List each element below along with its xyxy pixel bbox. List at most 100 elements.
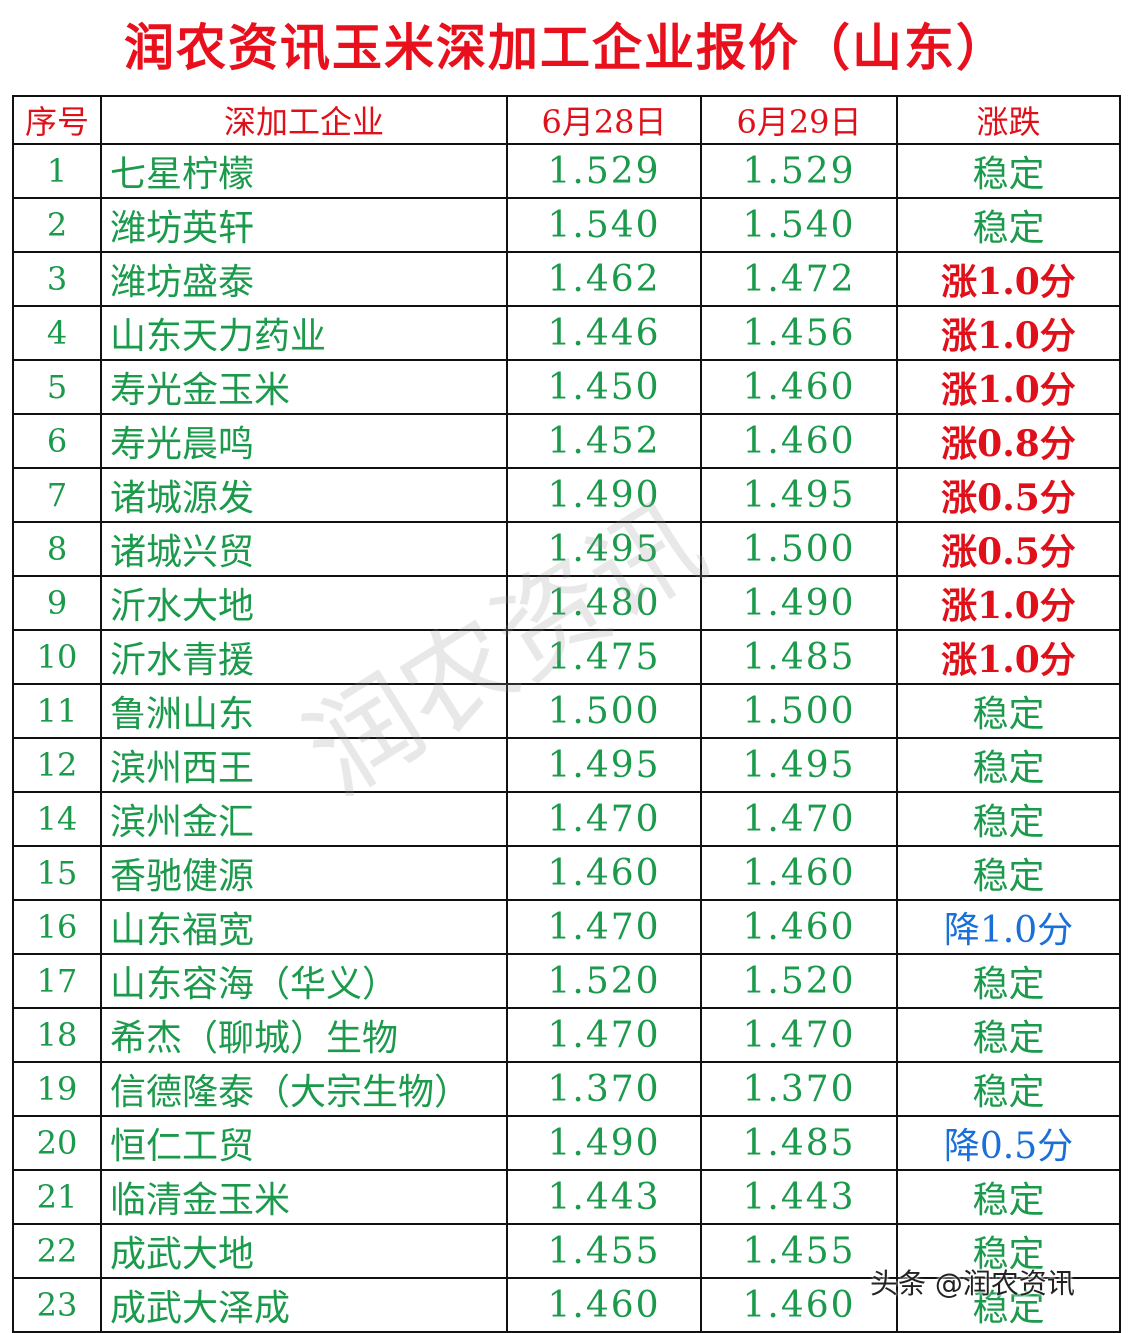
company-name: 七星柠檬 xyxy=(100,143,508,199)
table-row: 21 临清金玉米 1.443 1.443 稳定 xyxy=(12,1169,1121,1225)
company-name: 成武大泽成 xyxy=(100,1277,508,1333)
header-change: 涨跌 xyxy=(896,95,1121,145)
row-number: 19 xyxy=(12,1061,102,1117)
price-change: 涨1.0分 xyxy=(896,305,1121,361)
company-name: 鲁洲山东 xyxy=(100,683,508,739)
table-row: 19 信德隆泰（大宗生物） 1.370 1.370 稳定 xyxy=(12,1061,1121,1117)
row-number: 21 xyxy=(12,1169,102,1225)
price-jun29: 1.529 xyxy=(700,143,898,199)
row-number: 3 xyxy=(12,251,102,307)
table-row: 18 希杰（聊城）生物 1.470 1.470 稳定 xyxy=(12,1007,1121,1063)
price-jun29: 1.460 xyxy=(700,413,898,469)
table-row: 22 成武大地 1.455 1.455 稳定 xyxy=(12,1223,1121,1279)
price-jun29: 1.495 xyxy=(700,467,898,523)
company-name: 成武大地 xyxy=(100,1223,508,1279)
table-row: 14 滨州金汇 1.470 1.470 稳定 xyxy=(12,791,1121,847)
price-jun29: 1.520 xyxy=(700,953,898,1009)
row-number: 14 xyxy=(12,791,102,847)
company-name: 信德隆泰（大宗生物） xyxy=(100,1061,508,1117)
price-jun29: 1.485 xyxy=(700,1115,898,1171)
header-date-2: 6月29日 xyxy=(700,95,898,145)
company-name: 山东天力药业 xyxy=(100,305,508,361)
price-jun28: 1.470 xyxy=(506,791,702,847)
price-jun28: 1.446 xyxy=(506,305,702,361)
price-jun28: 1.370 xyxy=(506,1061,702,1117)
table-row: 17 山东容海（华义） 1.520 1.520 稳定 xyxy=(12,953,1121,1009)
row-number: 16 xyxy=(12,899,102,955)
price-jun28: 1.540 xyxy=(506,197,702,253)
price-jun28: 1.462 xyxy=(506,251,702,307)
price-jun29: 1.460 xyxy=(700,899,898,955)
header-no: 序号 xyxy=(12,95,102,145)
price-jun29: 1.500 xyxy=(700,683,898,739)
company-name: 临清金玉米 xyxy=(100,1169,508,1225)
row-number: 6 xyxy=(12,413,102,469)
price-jun29: 1.455 xyxy=(700,1223,898,1279)
table-row: 4 山东天力药业 1.446 1.456 涨1.0分 xyxy=(12,305,1121,361)
price-change: 稳定 xyxy=(896,1061,1121,1117)
price-change: 涨0.8分 xyxy=(896,413,1121,469)
price-jun28: 1.450 xyxy=(506,359,702,415)
company-name: 山东福宽 xyxy=(100,899,508,955)
price-change: 稳定 xyxy=(896,1277,1121,1333)
row-number: 5 xyxy=(12,359,102,415)
price-jun29: 1.500 xyxy=(700,521,898,577)
price-jun29: 1.370 xyxy=(700,1061,898,1117)
row-number: 17 xyxy=(12,953,102,1009)
row-number: 22 xyxy=(12,1223,102,1279)
price-table: 序号 深加工企业 6月28日 6月29日 涨跌 1 七星柠檬 1.529 1.529 稳… xyxy=(12,95,1121,1333)
company-name: 寿光金玉米 xyxy=(100,359,508,415)
price-jun29: 1.460 xyxy=(700,845,898,901)
price-jun29: 1.470 xyxy=(700,1007,898,1063)
price-change: 涨0.5分 xyxy=(896,467,1121,523)
price-change: 稳定 xyxy=(896,197,1121,253)
price-change: 稳定 xyxy=(896,143,1121,199)
page-title: 润农资讯玉米深加工企业报价（山东） xyxy=(124,19,1008,77)
company-name: 寿光晨鸣 xyxy=(100,413,508,469)
price-jun29: 1.495 xyxy=(700,737,898,793)
row-number: 4 xyxy=(12,305,102,361)
price-jun28: 1.452 xyxy=(506,413,702,469)
row-number: 1 xyxy=(12,143,102,199)
price-jun28: 1.495 xyxy=(506,521,702,577)
company-name: 诸城兴贸 xyxy=(100,521,508,577)
price-jun29: 1.485 xyxy=(700,629,898,685)
table-row: 9 沂水大地 1.480 1.490 涨1.0分 xyxy=(12,575,1121,631)
price-jun29: 1.490 xyxy=(700,575,898,631)
price-jun28: 1.470 xyxy=(506,1007,702,1063)
price-change: 稳定 xyxy=(896,845,1121,901)
price-change: 稳定 xyxy=(896,953,1121,1009)
price-change: 稳定 xyxy=(896,683,1121,739)
table-header-row: 序号 深加工企业 6月28日 6月29日 涨跌 xyxy=(12,95,1121,145)
price-change: 稳定 xyxy=(896,791,1121,847)
company-name: 香驰健源 xyxy=(100,845,508,901)
header-date-1: 6月28日 xyxy=(506,95,702,145)
price-jun29: 1.540 xyxy=(700,197,898,253)
price-jun29: 1.460 xyxy=(700,359,898,415)
company-name: 滨州金汇 xyxy=(100,791,508,847)
row-number: 15 xyxy=(12,845,102,901)
price-jun28: 1.460 xyxy=(506,1277,702,1333)
price-jun29: 1.472 xyxy=(700,251,898,307)
row-number: 20 xyxy=(12,1115,102,1171)
price-jun29: 1.443 xyxy=(700,1169,898,1225)
price-change: 稳定 xyxy=(896,737,1121,793)
price-change: 降0.5分 xyxy=(896,1115,1121,1171)
table-row: 5 寿光金玉米 1.450 1.460 涨1.0分 xyxy=(12,359,1121,415)
price-change: 稳定 xyxy=(896,1169,1121,1225)
company-name: 滨州西王 xyxy=(100,737,508,793)
company-name: 沂水大地 xyxy=(100,575,508,631)
price-change: 涨1.0分 xyxy=(896,251,1121,307)
price-change: 稳定 xyxy=(896,1223,1121,1279)
company-name: 诸城源发 xyxy=(100,467,508,523)
footer-watermark: 头条 @润农资讯 xyxy=(870,1267,1075,1300)
table-row: 1 七星柠檬 1.529 1.529 稳定 xyxy=(12,143,1121,199)
price-jun28: 1.475 xyxy=(506,629,702,685)
price-jun29: 1.460 xyxy=(700,1277,898,1333)
price-jun28: 1.495 xyxy=(506,737,702,793)
table-row: 3 潍坊盛泰 1.462 1.472 涨1.0分 xyxy=(12,251,1121,307)
table-row: 16 山东福宽 1.470 1.460 降1.0分 xyxy=(12,899,1121,955)
table-row: 12 滨州西王 1.495 1.495 稳定 xyxy=(12,737,1121,793)
row-number: 9 xyxy=(12,575,102,631)
table-row: 10 沂水青援 1.475 1.485 涨1.0分 xyxy=(12,629,1121,685)
